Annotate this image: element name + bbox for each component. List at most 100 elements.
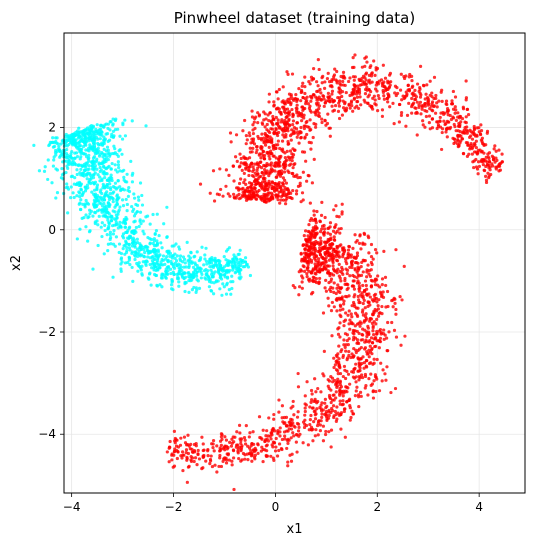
data-point (140, 203, 145, 207)
data-point (350, 265, 354, 270)
data-point (244, 162, 249, 167)
data-point (55, 168, 60, 172)
data-point (287, 420, 291, 424)
data-point (82, 168, 87, 172)
data-point (233, 264, 237, 268)
data-point (303, 91, 307, 96)
data-point (125, 172, 129, 176)
data-point (338, 335, 342, 339)
data-point (335, 385, 339, 389)
data-point (381, 368, 385, 372)
data-point (394, 307, 398, 312)
data-point (129, 159, 133, 163)
data-point (102, 210, 106, 214)
data-point (369, 254, 374, 259)
data-point (276, 143, 280, 147)
data-point (178, 257, 182, 261)
data-point (238, 152, 242, 156)
data-point (106, 157, 110, 162)
data-point (311, 439, 315, 443)
data-point (259, 449, 263, 453)
data-point (106, 201, 110, 205)
data-point (334, 368, 339, 372)
data-point (302, 234, 306, 238)
data-point (78, 157, 82, 161)
data-point (130, 173, 134, 177)
data-point (332, 235, 336, 239)
data-point (303, 75, 307, 79)
data-point (358, 369, 362, 373)
data-point (54, 148, 58, 153)
data-point (338, 383, 342, 387)
data-point (318, 276, 322, 281)
data-point (369, 278, 373, 282)
data-point (125, 236, 130, 240)
data-point (225, 281, 229, 285)
data-point (341, 83, 345, 87)
data-point (293, 174, 298, 178)
data-point (356, 294, 360, 299)
data-point (56, 147, 60, 151)
data-point (309, 271, 314, 275)
data-point (120, 198, 125, 202)
data-point (251, 146, 255, 150)
data-point (117, 242, 122, 246)
data-point (337, 104, 341, 108)
data-point (237, 252, 241, 256)
data-point (371, 329, 375, 333)
data-point (410, 78, 414, 83)
data-point (102, 201, 106, 206)
data-point (126, 194, 130, 198)
data-point (75, 168, 79, 172)
data-point (85, 183, 90, 187)
data-point (200, 435, 204, 439)
data-point (327, 386, 331, 391)
data-point (206, 447, 210, 452)
data-point (283, 178, 287, 182)
data-point (351, 370, 356, 374)
data-point (388, 105, 392, 109)
data-point (277, 410, 281, 414)
data-point (256, 134, 260, 139)
data-point (327, 379, 332, 383)
data-point (153, 252, 157, 256)
data-point (338, 82, 342, 86)
data-point (246, 189, 250, 193)
data-point (265, 163, 269, 168)
data-point (204, 277, 208, 281)
data-point (285, 438, 289, 443)
data-point (202, 263, 206, 267)
data-point (335, 229, 339, 234)
data-point (354, 389, 358, 393)
data-point (341, 374, 345, 379)
data-point (232, 261, 236, 265)
data-point (349, 99, 354, 103)
data-point (313, 413, 317, 417)
data-point (310, 428, 314, 432)
data-point (155, 260, 159, 265)
data-point (335, 296, 339, 301)
data-point (120, 260, 124, 264)
data-point (344, 90, 348, 95)
data-point (136, 269, 140, 273)
data-point (125, 245, 129, 250)
data-point (220, 293, 224, 297)
data-point (437, 99, 441, 103)
data-point (383, 333, 387, 337)
data-point (186, 433, 190, 437)
data-point (382, 328, 386, 332)
data-point (71, 191, 75, 195)
data-point (375, 89, 379, 93)
data-point (213, 270, 217, 274)
data-point (271, 154, 275, 158)
data-point (417, 103, 421, 107)
data-point (173, 252, 177, 256)
data-point (227, 458, 231, 462)
data-point (388, 71, 393, 75)
data-point (275, 90, 279, 94)
data-point (149, 237, 154, 242)
data-point (486, 171, 490, 175)
data-point (280, 139, 285, 143)
data-point (80, 193, 84, 198)
data-point (316, 386, 320, 391)
